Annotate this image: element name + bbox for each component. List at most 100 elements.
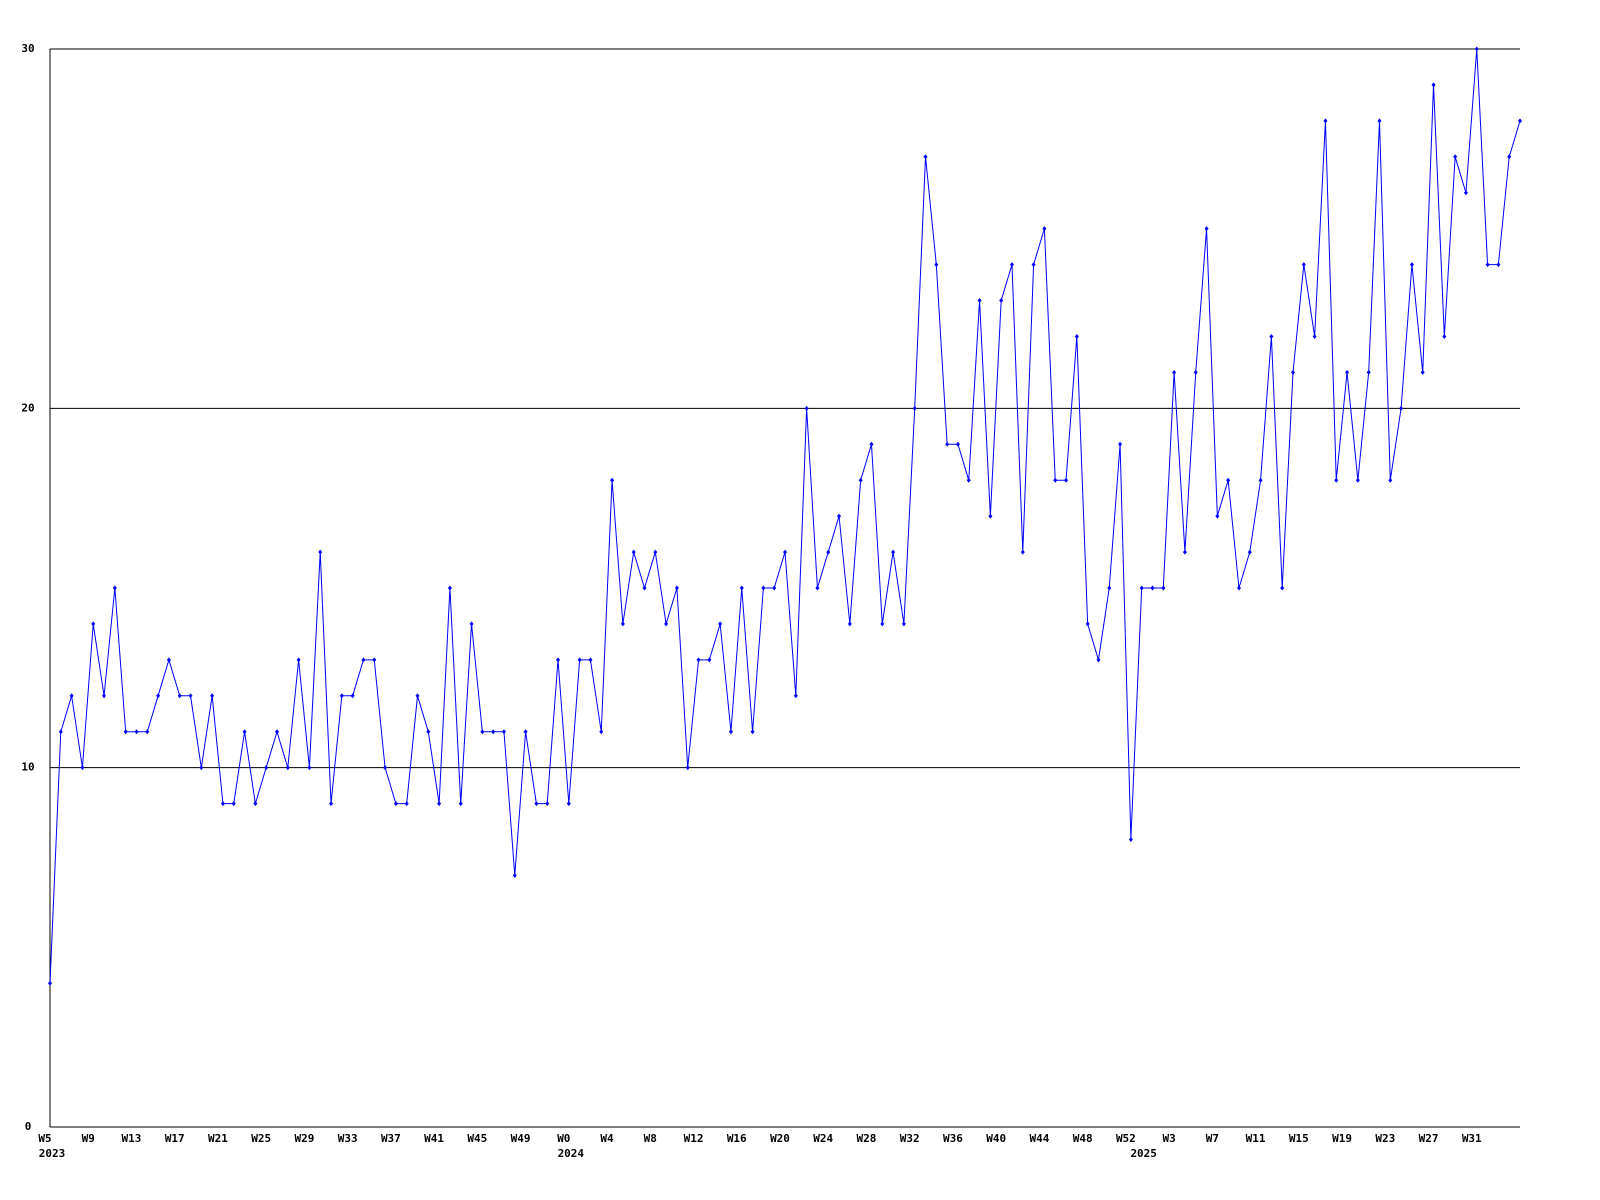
point xyxy=(177,693,182,699)
point xyxy=(329,801,334,807)
point xyxy=(123,729,128,735)
point xyxy=(545,801,550,807)
point xyxy=(296,657,301,663)
x-tick-label: W48 xyxy=(1073,1132,1093,1145)
x-tick-label: W11 xyxy=(1246,1132,1266,1145)
x-tick-label: W24 xyxy=(813,1132,833,1145)
point xyxy=(869,441,874,447)
point xyxy=(642,585,647,591)
x-tick-label: W32 xyxy=(900,1132,920,1145)
point xyxy=(664,621,669,627)
point xyxy=(1442,333,1447,339)
point xyxy=(458,801,463,807)
x-tick-label: W17 xyxy=(165,1132,185,1145)
x-tick-label: W37 xyxy=(381,1132,401,1145)
x-year-label: 2025 xyxy=(1130,1147,1157,1160)
point xyxy=(610,477,615,483)
x-tick-label: W4 xyxy=(600,1132,614,1145)
point xyxy=(901,621,906,627)
point xyxy=(253,801,258,807)
point xyxy=(1377,118,1382,124)
point xyxy=(426,729,431,735)
point xyxy=(1388,477,1393,483)
point xyxy=(977,298,982,304)
point xyxy=(1247,549,1252,555)
point xyxy=(1085,621,1090,627)
x-tick-label: W52 xyxy=(1116,1132,1136,1145)
point xyxy=(199,765,204,771)
point xyxy=(1312,333,1317,339)
point xyxy=(923,154,928,160)
line xyxy=(49,48,1521,984)
x-tick-label: W36 xyxy=(943,1132,963,1145)
point xyxy=(847,621,852,627)
point xyxy=(1107,585,1112,591)
point xyxy=(1301,262,1306,268)
x-tick-label: W13 xyxy=(122,1132,142,1145)
point xyxy=(945,441,950,447)
point xyxy=(674,585,679,591)
point xyxy=(156,693,161,699)
x-tick-label: W16 xyxy=(727,1132,747,1145)
point xyxy=(858,477,863,483)
point xyxy=(739,585,744,591)
point xyxy=(1139,585,1144,591)
point xyxy=(447,585,452,591)
point xyxy=(891,549,896,555)
point xyxy=(264,765,269,771)
point xyxy=(1118,441,1123,447)
point xyxy=(501,729,506,735)
point xyxy=(534,801,539,807)
point xyxy=(242,729,247,735)
point xyxy=(1161,585,1166,591)
x-tick-label: W7 xyxy=(1206,1132,1219,1145)
point xyxy=(1042,226,1047,232)
y-tick-label: 10 xyxy=(21,761,34,774)
point xyxy=(1053,477,1058,483)
point xyxy=(1496,262,1501,268)
point xyxy=(685,765,690,771)
x-tick-label: W33 xyxy=(338,1132,358,1145)
point xyxy=(210,693,215,699)
x-tick-label: W15 xyxy=(1289,1132,1309,1145)
point xyxy=(307,765,312,771)
point xyxy=(523,729,528,735)
y-tick-label: 0 xyxy=(25,1120,32,1133)
y-tick-label: 20 xyxy=(21,401,34,414)
x-tick-label: W40 xyxy=(986,1132,1006,1145)
point xyxy=(1193,369,1198,375)
x-tick-label: W41 xyxy=(424,1132,444,1145)
point xyxy=(1474,46,1479,52)
point xyxy=(588,657,593,663)
point xyxy=(1463,190,1468,196)
point xyxy=(1431,82,1436,88)
point xyxy=(1236,585,1241,591)
point xyxy=(1096,657,1101,663)
x-tick-label: W45 xyxy=(467,1132,487,1145)
point xyxy=(934,262,939,268)
point xyxy=(1518,118,1522,124)
x-tick-label: W25 xyxy=(251,1132,271,1145)
point xyxy=(339,693,344,699)
point xyxy=(102,693,107,699)
point xyxy=(577,657,582,663)
x-tick-label: W27 xyxy=(1419,1132,1439,1145)
x-tick-label: W20 xyxy=(770,1132,790,1145)
point xyxy=(1226,477,1231,483)
point xyxy=(912,405,917,411)
point xyxy=(480,729,485,735)
point xyxy=(512,872,517,878)
point xyxy=(999,298,1004,304)
x-tick-label: W21 xyxy=(208,1132,228,1145)
point xyxy=(166,657,171,663)
y-tick-label: 30 xyxy=(21,42,34,55)
point xyxy=(718,621,723,627)
point xyxy=(1258,477,1263,483)
point xyxy=(1020,549,1025,555)
point xyxy=(1280,585,1285,591)
point xyxy=(1485,262,1490,268)
point xyxy=(1291,369,1296,375)
point xyxy=(274,729,279,735)
